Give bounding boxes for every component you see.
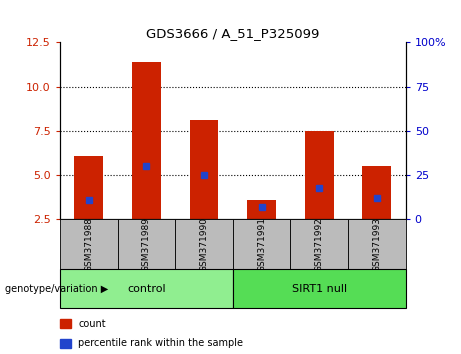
Bar (189, 120, 219, 219)
Text: GSM371993: GSM371993 (372, 217, 381, 272)
Bar (247, 200, 276, 219)
Bar (290, 219, 348, 269)
Text: genotype/variation ▶: genotype/variation ▶ (5, 284, 108, 293)
Bar (305, 131, 334, 219)
Text: control: control (127, 284, 165, 293)
Bar (132, 62, 161, 219)
Bar (348, 219, 406, 269)
Text: GSM371990: GSM371990 (200, 217, 208, 272)
Bar (233, 219, 290, 269)
Text: GSM371989: GSM371989 (142, 217, 151, 272)
Text: percentile rank within the sample: percentile rank within the sample (78, 338, 243, 348)
Title: GDS3666 / A_51_P325099: GDS3666 / A_51_P325099 (146, 27, 319, 40)
Text: count: count (78, 319, 106, 329)
Text: SIRT1 null: SIRT1 null (292, 284, 347, 293)
Text: GSM371991: GSM371991 (257, 217, 266, 272)
Bar (74, 156, 103, 219)
Bar (60, 269, 233, 308)
Bar (233, 269, 406, 308)
Text: GSM371988: GSM371988 (84, 217, 93, 272)
Bar (60, 219, 118, 269)
Text: GSM371992: GSM371992 (315, 217, 324, 272)
Bar (118, 219, 175, 269)
Bar (362, 166, 391, 219)
Bar (175, 219, 233, 269)
